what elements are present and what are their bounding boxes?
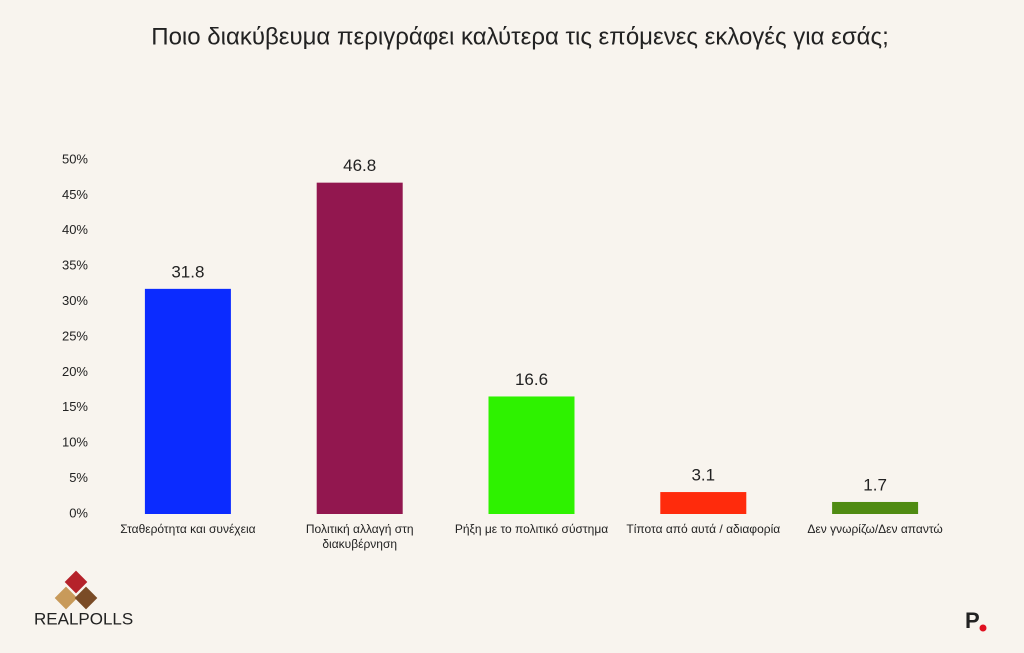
value-label: 1.7 xyxy=(863,475,887,494)
y-tick-label: 0% xyxy=(69,505,88,520)
bar xyxy=(488,396,575,514)
value-label: 31.8 xyxy=(171,262,204,281)
y-tick-label: 40% xyxy=(62,222,88,237)
y-tick-label: 25% xyxy=(62,328,88,343)
y-tick-label: 20% xyxy=(62,364,88,379)
x-tick-label: Δεν γνωρίζω/Δεν απαντώ xyxy=(807,522,943,536)
realpolls-logo xyxy=(54,570,98,610)
value-label: 16.6 xyxy=(515,370,548,389)
brand-right: P xyxy=(965,608,980,633)
y-tick-label: 35% xyxy=(62,258,88,273)
y-tick-label: 15% xyxy=(62,399,88,414)
x-tick-label: Σταθερότητα και συνέχεια xyxy=(120,522,256,536)
bar xyxy=(660,492,747,514)
value-label: 3.1 xyxy=(691,466,715,485)
y-tick-label: 45% xyxy=(62,187,88,202)
y-tick-label: 5% xyxy=(69,470,88,485)
bar xyxy=(316,182,403,514)
y-tick-label: 10% xyxy=(62,435,88,450)
x-tick-label: Ρήξη με το πολιτικό σύστημα xyxy=(454,522,609,536)
brand-dot xyxy=(979,624,987,632)
brand-left: REALPOLLS xyxy=(34,609,133,628)
bar xyxy=(144,288,231,514)
x-tick-label: Πολιτική αλλαγή στη διακυβέρνηση xyxy=(305,522,414,551)
y-tick-label: 30% xyxy=(62,293,88,308)
x-tick-label: Τίποτα από αυτά / αδιαφορία xyxy=(626,522,781,536)
value-label: 46.8 xyxy=(343,156,376,175)
chart-title: Ποιο διακύβευμα περιγράφει καλύτερα τις … xyxy=(151,23,888,50)
bar xyxy=(832,501,919,514)
y-tick-label: 50% xyxy=(62,151,88,166)
